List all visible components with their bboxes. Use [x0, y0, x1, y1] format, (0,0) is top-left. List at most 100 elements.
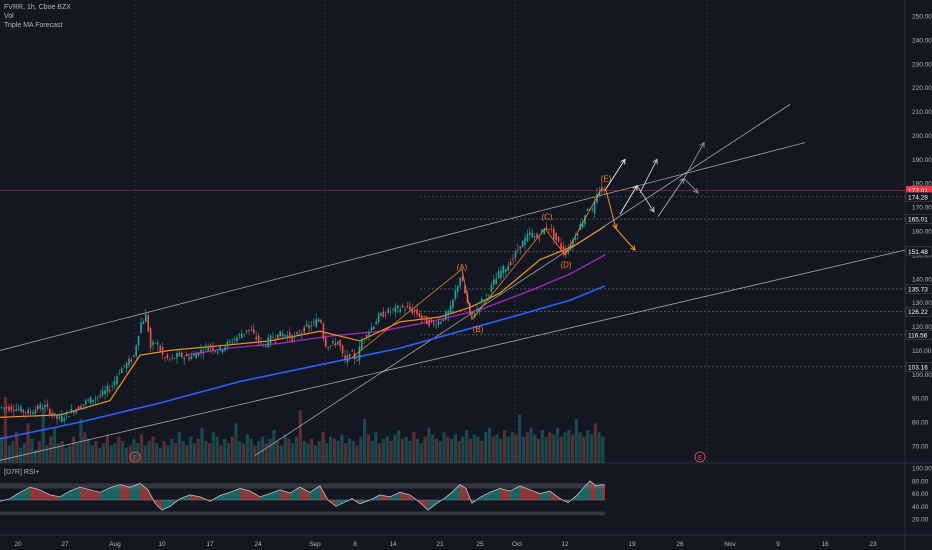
price-tick-label: 180.00 [912, 181, 932, 188]
candle-body [421, 315, 423, 319]
volume-bar [260, 436, 265, 463]
price-tick-label: 110.00 [912, 348, 932, 355]
volume-bar [75, 443, 79, 463]
volume-bar [446, 436, 450, 463]
earnings-marker-label: E [133, 456, 137, 462]
price-marker-label: 103.16 [908, 364, 928, 371]
candle-body [593, 200, 596, 214]
candle-body [135, 346, 137, 356]
candle-body [209, 344, 212, 348]
price-tick-label: 210.00 [912, 109, 932, 116]
candle-body [317, 319, 320, 322]
candle-body [274, 339, 277, 340]
forecast-down-arrow-1-head [612, 223, 618, 230]
candle-body [265, 346, 267, 348]
candle-body [346, 354, 349, 363]
candle-body [399, 309, 401, 313]
volume-bar [412, 432, 416, 463]
volume-bar [491, 436, 495, 463]
volume-bar [105, 434, 110, 463]
volume-bar [242, 443, 246, 463]
candle-body [159, 345, 161, 351]
volume-bar [158, 447, 162, 463]
rsi-fill-segment [576, 487, 584, 500]
forecast-up-arrow-3 [639, 159, 658, 194]
candle-body [161, 347, 164, 355]
volume-bar [60, 441, 64, 463]
candle-body [281, 333, 284, 337]
candle-body [337, 341, 339, 345]
candle-body [101, 390, 104, 396]
candle-body [245, 330, 248, 332]
candle-body [584, 215, 586, 225]
volume-bar [487, 427, 491, 463]
candle-body [3, 407, 5, 409]
volume-bar [132, 438, 136, 463]
volume-bar [245, 434, 249, 463]
volume-bar [204, 441, 208, 463]
rsi-fill-segment [390, 492, 400, 500]
time-tick-label: 20 [14, 541, 22, 548]
price-tick-label: 80.00 [912, 420, 929, 427]
price-marker-box [905, 214, 932, 224]
volume-bar [26, 423, 30, 463]
candle-body [586, 209, 589, 211]
volume-bar [374, 432, 378, 463]
volume-bar [484, 432, 488, 463]
candle-body [293, 335, 296, 338]
candle-body [29, 411, 32, 413]
volume-bar [457, 441, 461, 463]
candle-body [27, 409, 29, 414]
candle-body [334, 343, 337, 346]
forecast-down-arrow-1 [605, 190, 617, 229]
candle-body [375, 321, 377, 325]
volume-bar [79, 419, 83, 463]
candle-body [221, 350, 224, 353]
volume-bar [98, 447, 102, 463]
channel-line-2 [254, 104, 791, 456]
price-marker-label: 165.01 [908, 217, 928, 224]
rsi-fill-segment [460, 484, 466, 500]
candle-body [5, 407, 8, 409]
forecast-down-arrow-2-head [630, 245, 636, 251]
candle-body [517, 249, 519, 251]
candle-body [601, 187, 603, 192]
candle-body [286, 335, 289, 338]
volume-bar [185, 445, 189, 463]
volume-bar [219, 445, 223, 463]
time-tick-label: 9 [776, 541, 780, 548]
rsi-fill-segment [596, 484, 602, 500]
candle-body [56, 415, 58, 419]
volume-bar [400, 438, 404, 463]
time-tick-label: 12 [561, 541, 569, 548]
candle-body [565, 249, 567, 254]
rsi-tick-label: 20.00 [912, 517, 929, 524]
price-tick-label: 220.00 [912, 85, 932, 92]
candle-body [301, 332, 303, 334]
candle-body [149, 328, 152, 348]
time-tick-label: 16 [821, 541, 829, 548]
rsi-fill-segment [250, 491, 260, 500]
candle-body [260, 341, 262, 344]
candle-body [137, 336, 140, 346]
candle-body [164, 357, 166, 359]
candle-body [389, 311, 392, 313]
rsi-tick-label: 80.00 [912, 478, 929, 485]
time-tick-label: 8 [353, 541, 357, 548]
candle-body [353, 352, 356, 360]
volume-bar [124, 447, 128, 463]
candle-body [416, 309, 418, 315]
volume-bar [94, 441, 98, 463]
volume-bar [442, 432, 446, 463]
time-tick-label: 24 [254, 541, 262, 548]
volume-bar [226, 443, 231, 463]
volume-bar [7, 445, 11, 463]
candle-body [185, 354, 188, 357]
volume-bar [518, 414, 522, 463]
candle-body [572, 239, 574, 246]
time-tick-label: 17 [206, 541, 214, 548]
candle-body [392, 308, 394, 310]
candle-body [152, 341, 154, 345]
